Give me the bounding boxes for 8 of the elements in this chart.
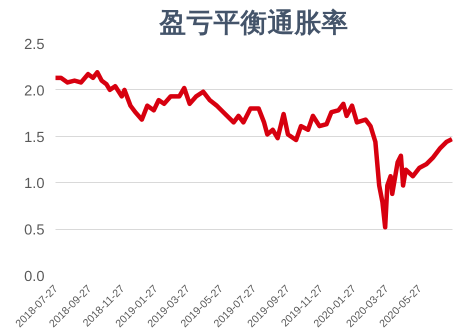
- y-tick-label: 0.0: [24, 269, 44, 285]
- chart-title: 盈亏平衡通胀率: [158, 8, 348, 38]
- y-tick-label: 1.5: [24, 130, 44, 146]
- y-tick-label: 2.5: [24, 37, 44, 53]
- y-tick-label: 2.0: [24, 83, 44, 100]
- line-series: [56, 70, 452, 230]
- y-tick-label: 0.5: [24, 222, 44, 239]
- y-tick-label: 1.0: [24, 176, 44, 192]
